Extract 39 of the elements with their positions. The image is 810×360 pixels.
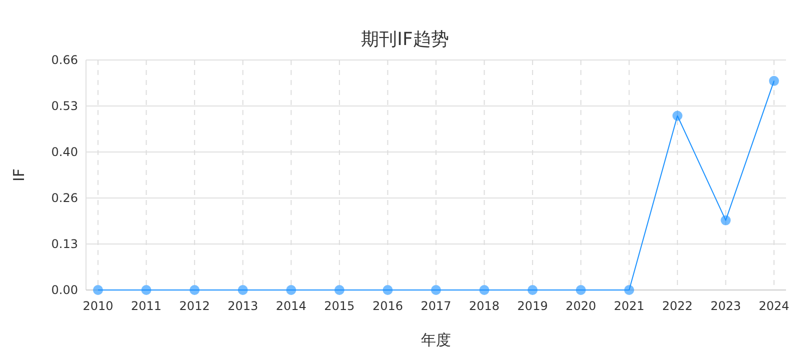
y-tick-label: 0.26 bbox=[51, 191, 78, 205]
point bbox=[720, 215, 731, 226]
point bbox=[238, 285, 248, 295]
point bbox=[769, 76, 779, 86]
x-tick-label: 2011 bbox=[131, 299, 162, 313]
y-tick-label: 0.53 bbox=[51, 99, 78, 113]
y-tick-label: 0.66 bbox=[51, 53, 78, 67]
point bbox=[382, 285, 393, 295]
x-tick-label: 2022 bbox=[662, 299, 693, 313]
x-axis-title: 年度 bbox=[421, 331, 451, 349]
chart-title: 期刊IF趋势 bbox=[361, 29, 449, 50]
point bbox=[672, 110, 682, 121]
point bbox=[431, 285, 441, 295]
point bbox=[334, 285, 344, 295]
point bbox=[286, 285, 296, 295]
point bbox=[576, 285, 586, 295]
x-tick-label: 2020 bbox=[566, 299, 596, 313]
x-tick-label: 2023 bbox=[710, 299, 741, 313]
x-tick-label: 2024 bbox=[758, 299, 790, 313]
x-tick-label: 2014 bbox=[276, 299, 306, 313]
y-tick-label: 0.00 bbox=[51, 283, 78, 297]
point bbox=[624, 285, 634, 295]
x-tick-label: 2015 bbox=[324, 299, 355, 313]
x-tick-label: 2016 bbox=[372, 299, 403, 313]
x-tick-label: 2017 bbox=[420, 299, 452, 313]
x-tick-label: 2012 bbox=[179, 299, 210, 313]
x-tick-label: 2021 bbox=[614, 299, 644, 313]
x-tick-label: 2019 bbox=[517, 299, 548, 313]
point bbox=[479, 285, 490, 295]
point bbox=[93, 285, 103, 295]
point bbox=[528, 285, 538, 295]
point bbox=[190, 285, 200, 295]
x-tick-label: 2010 bbox=[82, 299, 114, 313]
y-tick-label: 0.13 bbox=[51, 237, 78, 251]
x-tick-label: 2018 bbox=[469, 299, 500, 313]
x-tick-label: 2013 bbox=[228, 299, 258, 313]
y-tick-label: 0.40 bbox=[51, 145, 78, 159]
y-axis-title: IF bbox=[10, 168, 28, 182]
point bbox=[141, 285, 152, 295]
